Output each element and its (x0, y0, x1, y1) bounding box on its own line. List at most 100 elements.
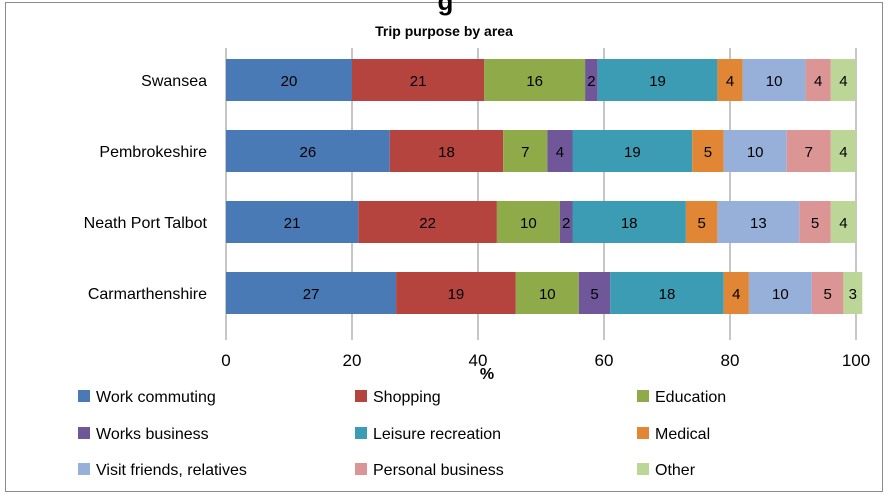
legend-label: Leisure recreation (373, 426, 501, 443)
legend-swatch (78, 390, 90, 402)
legend-swatch (355, 427, 367, 439)
data-label: 4 (726, 73, 734, 90)
data-label: 26 (300, 144, 317, 161)
data-label: 5 (823, 286, 831, 303)
bar-segment (503, 130, 548, 172)
data-label: 21 (410, 73, 427, 90)
bar-segment (830, 201, 856, 243)
data-label: 2 (587, 73, 595, 90)
x-tick-label: 60 (595, 351, 614, 370)
bar-segment (685, 201, 718, 243)
category-label: Swansea (141, 73, 207, 90)
bar-segment (226, 130, 390, 172)
legend-swatch (637, 463, 649, 475)
bar-segment (572, 201, 686, 243)
bar-segment (578, 272, 611, 314)
bar-segment (786, 130, 831, 172)
chart-title: Trip purpose by area (375, 23, 513, 39)
bar-segment (723, 272, 749, 314)
bar-segment (572, 130, 693, 172)
bar-segment (597, 59, 718, 101)
legend-label: Shopping (373, 389, 441, 406)
category-label: Pembrokeshire (99, 144, 207, 161)
bar-segment (742, 59, 806, 101)
legend-label: Personal business (373, 462, 504, 479)
bar-segment (805, 59, 831, 101)
bar-segment (830, 59, 856, 101)
cut-off-heading: g (437, 0, 454, 16)
x-tick-label: 20 (343, 351, 362, 370)
data-label: 19 (624, 144, 641, 161)
bar-segment (830, 130, 856, 172)
bar-segment (352, 59, 485, 101)
legend-swatch (78, 463, 90, 475)
bar-segment (226, 272, 397, 314)
x-tick-labels: 0 20 40 60 80 100 (221, 351, 870, 370)
data-label: 27 (303, 286, 320, 303)
bar-segment (226, 201, 359, 243)
legend-label: Work commuting (96, 389, 216, 406)
legend-label: Visit friends, relatives (96, 462, 247, 479)
bar-segment (717, 59, 743, 101)
bar-segment (389, 130, 504, 172)
legend-swatch (78, 427, 90, 439)
data-label: 5 (811, 215, 819, 232)
data-label: 3 (849, 286, 857, 303)
bar-segment (484, 59, 586, 101)
data-label: 7 (521, 144, 529, 161)
legend: Work commuting Shopping Education Works bus… (78, 389, 726, 479)
legend-label: Education (655, 389, 726, 406)
bar-segment (799, 201, 831, 243)
data-label: 16 (526, 73, 543, 90)
data-labels: 20 21 16 2 19 4 10 4 426 18 7 4 19 5 10 7 421 22 10 2 18 5 13 5… (281, 73, 857, 303)
legend-label: Medical (655, 426, 710, 443)
category-labels: Swansea Pembrokeshire Neath Port Talbot Car… (84, 73, 208, 303)
bar-segment (717, 201, 800, 243)
bar-segment (843, 272, 863, 314)
data-label: 10 (539, 286, 556, 303)
data-label: 4 (839, 73, 847, 90)
x-tick-label: 40 (469, 351, 488, 370)
bar-segment (723, 130, 787, 172)
data-label: 10 (766, 73, 783, 90)
bar-segment (547, 130, 573, 172)
x-tick-label: 100 (842, 351, 870, 370)
data-label: 5 (697, 215, 705, 232)
data-label: 4 (814, 73, 822, 90)
data-label: 10 (772, 286, 789, 303)
data-label: 4 (732, 286, 740, 303)
legend-swatch (355, 390, 367, 402)
data-label: 22 (419, 215, 436, 232)
bar-segment (358, 201, 497, 243)
bar-segment (811, 272, 844, 314)
bar-segment (559, 201, 573, 243)
data-label: 19 (649, 73, 666, 90)
data-label: 13 (750, 215, 767, 232)
legend-swatch (637, 390, 649, 402)
x-tick-label: 80 (721, 351, 740, 370)
data-label: 7 (805, 144, 813, 161)
data-label: 2 (562, 215, 570, 232)
data-label: 4 (839, 215, 847, 232)
bars (226, 59, 863, 314)
bar-segment (748, 272, 812, 314)
bar-segment (226, 59, 352, 101)
data-label: 5 (704, 144, 712, 161)
legend-label: Works business (96, 426, 209, 443)
bar-segment (396, 272, 516, 314)
data-label: 10 (747, 144, 764, 161)
data-label: 5 (590, 286, 598, 303)
bar-segment (496, 201, 560, 243)
legend-label: Other (655, 462, 696, 479)
data-label: 10 (520, 215, 537, 232)
category-label: Carmarthenshire (88, 286, 207, 303)
data-label: 18 (659, 286, 676, 303)
x-tick-label: 0 (221, 351, 230, 370)
data-label: 21 (284, 215, 301, 232)
data-label: 4 (556, 144, 564, 161)
x-axis-label: % (480, 366, 494, 383)
data-label: 18 (621, 215, 638, 232)
data-label: 4 (839, 144, 847, 161)
bar-segment (515, 272, 579, 314)
